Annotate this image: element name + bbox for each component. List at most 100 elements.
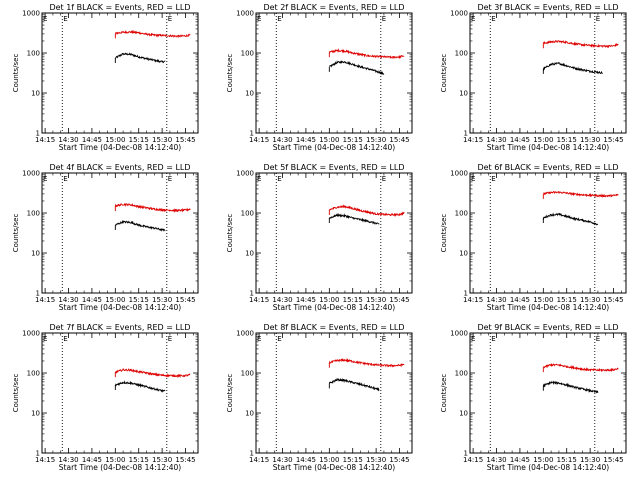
- plot-frame: [255, 12, 413, 134]
- chart-title: Det 7f BLACK = Events, RED = LLD: [49, 323, 190, 332]
- detector-panel: Det 4f BLACK = Events, RED = LLD 1 10 100 10…: [12, 163, 199, 312]
- event-marker-label: E: [277, 15, 281, 23]
- events-series-line: [542, 62, 603, 74]
- x-tick-label: 15:15: [557, 136, 577, 144]
- y-tick-label: 10: [245, 90, 254, 98]
- x-tick-label: 15:15: [343, 456, 363, 464]
- detector-panel: Det 2f BLACK = Events, RED = LLD 1 10 100 10…: [226, 3, 413, 152]
- event-marker-label: E: [471, 15, 475, 23]
- event-marker-label: E: [491, 15, 495, 23]
- x-tick-label: 14:15: [35, 136, 55, 144]
- event-marker-label: E: [257, 335, 261, 343]
- x-tick-label: 15:00: [105, 456, 125, 464]
- y-tick-label: 100: [27, 370, 40, 378]
- x-tick-label: 15:15: [129, 456, 149, 464]
- event-marker-label: E: [596, 335, 600, 343]
- event-marker-label: E: [596, 175, 600, 183]
- lld-series-line: [542, 362, 619, 373]
- y-tick-label: 1000: [236, 170, 254, 178]
- y-tick-label: 10: [31, 250, 40, 258]
- detector-panel: Det 1f BLACK = Events, RED = LLD 1 10 100 10…: [12, 3, 199, 152]
- lld-series-line: [328, 204, 405, 217]
- y-tick-label: 10: [459, 410, 468, 418]
- y-axis-title: Counts/sec: [226, 374, 234, 413]
- x-tick-label: 15:00: [319, 456, 339, 464]
- x-tick-label: 15:45: [603, 456, 623, 464]
- x-tick-label: 14:15: [463, 296, 483, 304]
- y-tick-label: 1: [36, 290, 40, 298]
- x-tick-label: 15:30: [580, 456, 600, 464]
- y-tick-label: 100: [241, 210, 254, 218]
- y-tick-label: 1: [250, 290, 254, 298]
- events-series-line: [328, 377, 380, 392]
- x-tick-label: 14:45: [510, 136, 530, 144]
- y-tick-label: 1: [464, 290, 468, 298]
- events-series-line: [114, 219, 166, 232]
- x-tick-label: 14:45: [510, 456, 530, 464]
- chart-title: Det 5f BLACK = Events, RED = LLD: [263, 163, 404, 172]
- y-axis-title: Counts/sec: [226, 54, 234, 93]
- x-tick-label: 15:00: [105, 136, 125, 144]
- y-tick-label: 10: [245, 250, 254, 258]
- chart-title: Det 6f BLACK = Events, RED = LLD: [477, 163, 618, 172]
- x-tick-label: 14:15: [249, 136, 269, 144]
- y-tick-label: 10: [31, 410, 40, 418]
- events-series-line: [542, 380, 599, 394]
- x-tick-label: 15:45: [175, 296, 195, 304]
- x-tick-label: 15:30: [580, 296, 600, 304]
- x-tick-label: 15:15: [557, 456, 577, 464]
- x-axis-title: Start Time (04-Dec-08 14:12:40): [59, 463, 181, 472]
- x-tick-label: 14:45: [82, 456, 102, 464]
- y-axis-title: Counts/sec: [440, 54, 448, 93]
- x-tick-label: 14:30: [272, 456, 292, 464]
- x-tick-label: 15:15: [343, 296, 363, 304]
- x-tick-label: 15:45: [389, 136, 409, 144]
- x-tick-label: 14:15: [249, 456, 269, 464]
- x-tick-label: 15:45: [603, 136, 623, 144]
- chart-title: Det 8f BLACK = Events, RED = LLD: [263, 323, 404, 332]
- y-axis-title: Counts/sec: [440, 214, 448, 253]
- x-tick-label: 14:15: [35, 456, 55, 464]
- detector-panel: Det 6f BLACK = Events, RED = LLD 1 10 100 10…: [440, 163, 627, 312]
- event-marker-label: E: [43, 335, 47, 343]
- y-tick-label: 1000: [450, 10, 468, 18]
- x-tick-label: 15:30: [366, 136, 386, 144]
- event-marker-label: E: [471, 175, 475, 183]
- x-axis-title: Start Time (04-Dec-08 14:12:40): [59, 303, 181, 312]
- x-tick-label: 15:00: [319, 296, 339, 304]
- y-tick-label: 100: [455, 50, 468, 58]
- x-axis-title: Start Time (04-Dec-08 14:12:40): [487, 303, 609, 312]
- plot-frame: [41, 332, 199, 454]
- y-tick-label: 10: [31, 90, 40, 98]
- y-tick-label: 100: [455, 210, 468, 218]
- x-tick-label: 14:30: [272, 136, 292, 144]
- x-tick-label: 15:15: [129, 136, 149, 144]
- event-marker-label: E: [168, 175, 172, 183]
- event-marker-label: E: [382, 335, 386, 343]
- x-tick-label: 14:15: [35, 296, 55, 304]
- x-axis-title: Start Time (04-Dec-08 14:12:40): [487, 463, 609, 472]
- lld-series-line: [114, 29, 191, 39]
- event-marker-label: E: [168, 15, 172, 23]
- x-tick-label: 15:30: [152, 136, 172, 144]
- events-series-line: [328, 212, 380, 225]
- detector-panel: Det 5f BLACK = Events, RED = LLD 1 10 100 10…: [226, 163, 413, 312]
- y-tick-label: 10: [245, 410, 254, 418]
- x-tick-label: 15:30: [366, 456, 386, 464]
- x-axis-title: Start Time (04-Dec-08 14:12:40): [273, 463, 395, 472]
- event-marker-label: E: [491, 335, 495, 343]
- y-axis-title: Counts/sec: [440, 374, 448, 413]
- x-tick-label: 15:00: [533, 136, 553, 144]
- y-axis-title: Counts/sec: [12, 214, 20, 253]
- x-tick-label: 14:30: [58, 296, 78, 304]
- x-tick-label: 15:00: [533, 456, 553, 464]
- y-tick-label: 1000: [22, 330, 40, 338]
- chart-title: Det 4f BLACK = Events, RED = LLD: [49, 163, 190, 172]
- chart-title: Det 2f BLACK = Events, RED = LLD: [263, 3, 404, 12]
- lld-series-line: [542, 39, 619, 49]
- event-marker-label: E: [382, 175, 386, 183]
- detector-panel: Det 9f BLACK = Events, RED = LLD 1 10 100 10…: [440, 323, 627, 472]
- event-marker-label: E: [257, 15, 261, 23]
- detector-panel: Det 3f BLACK = Events, RED = LLD 1 10 100 10…: [440, 3, 627, 152]
